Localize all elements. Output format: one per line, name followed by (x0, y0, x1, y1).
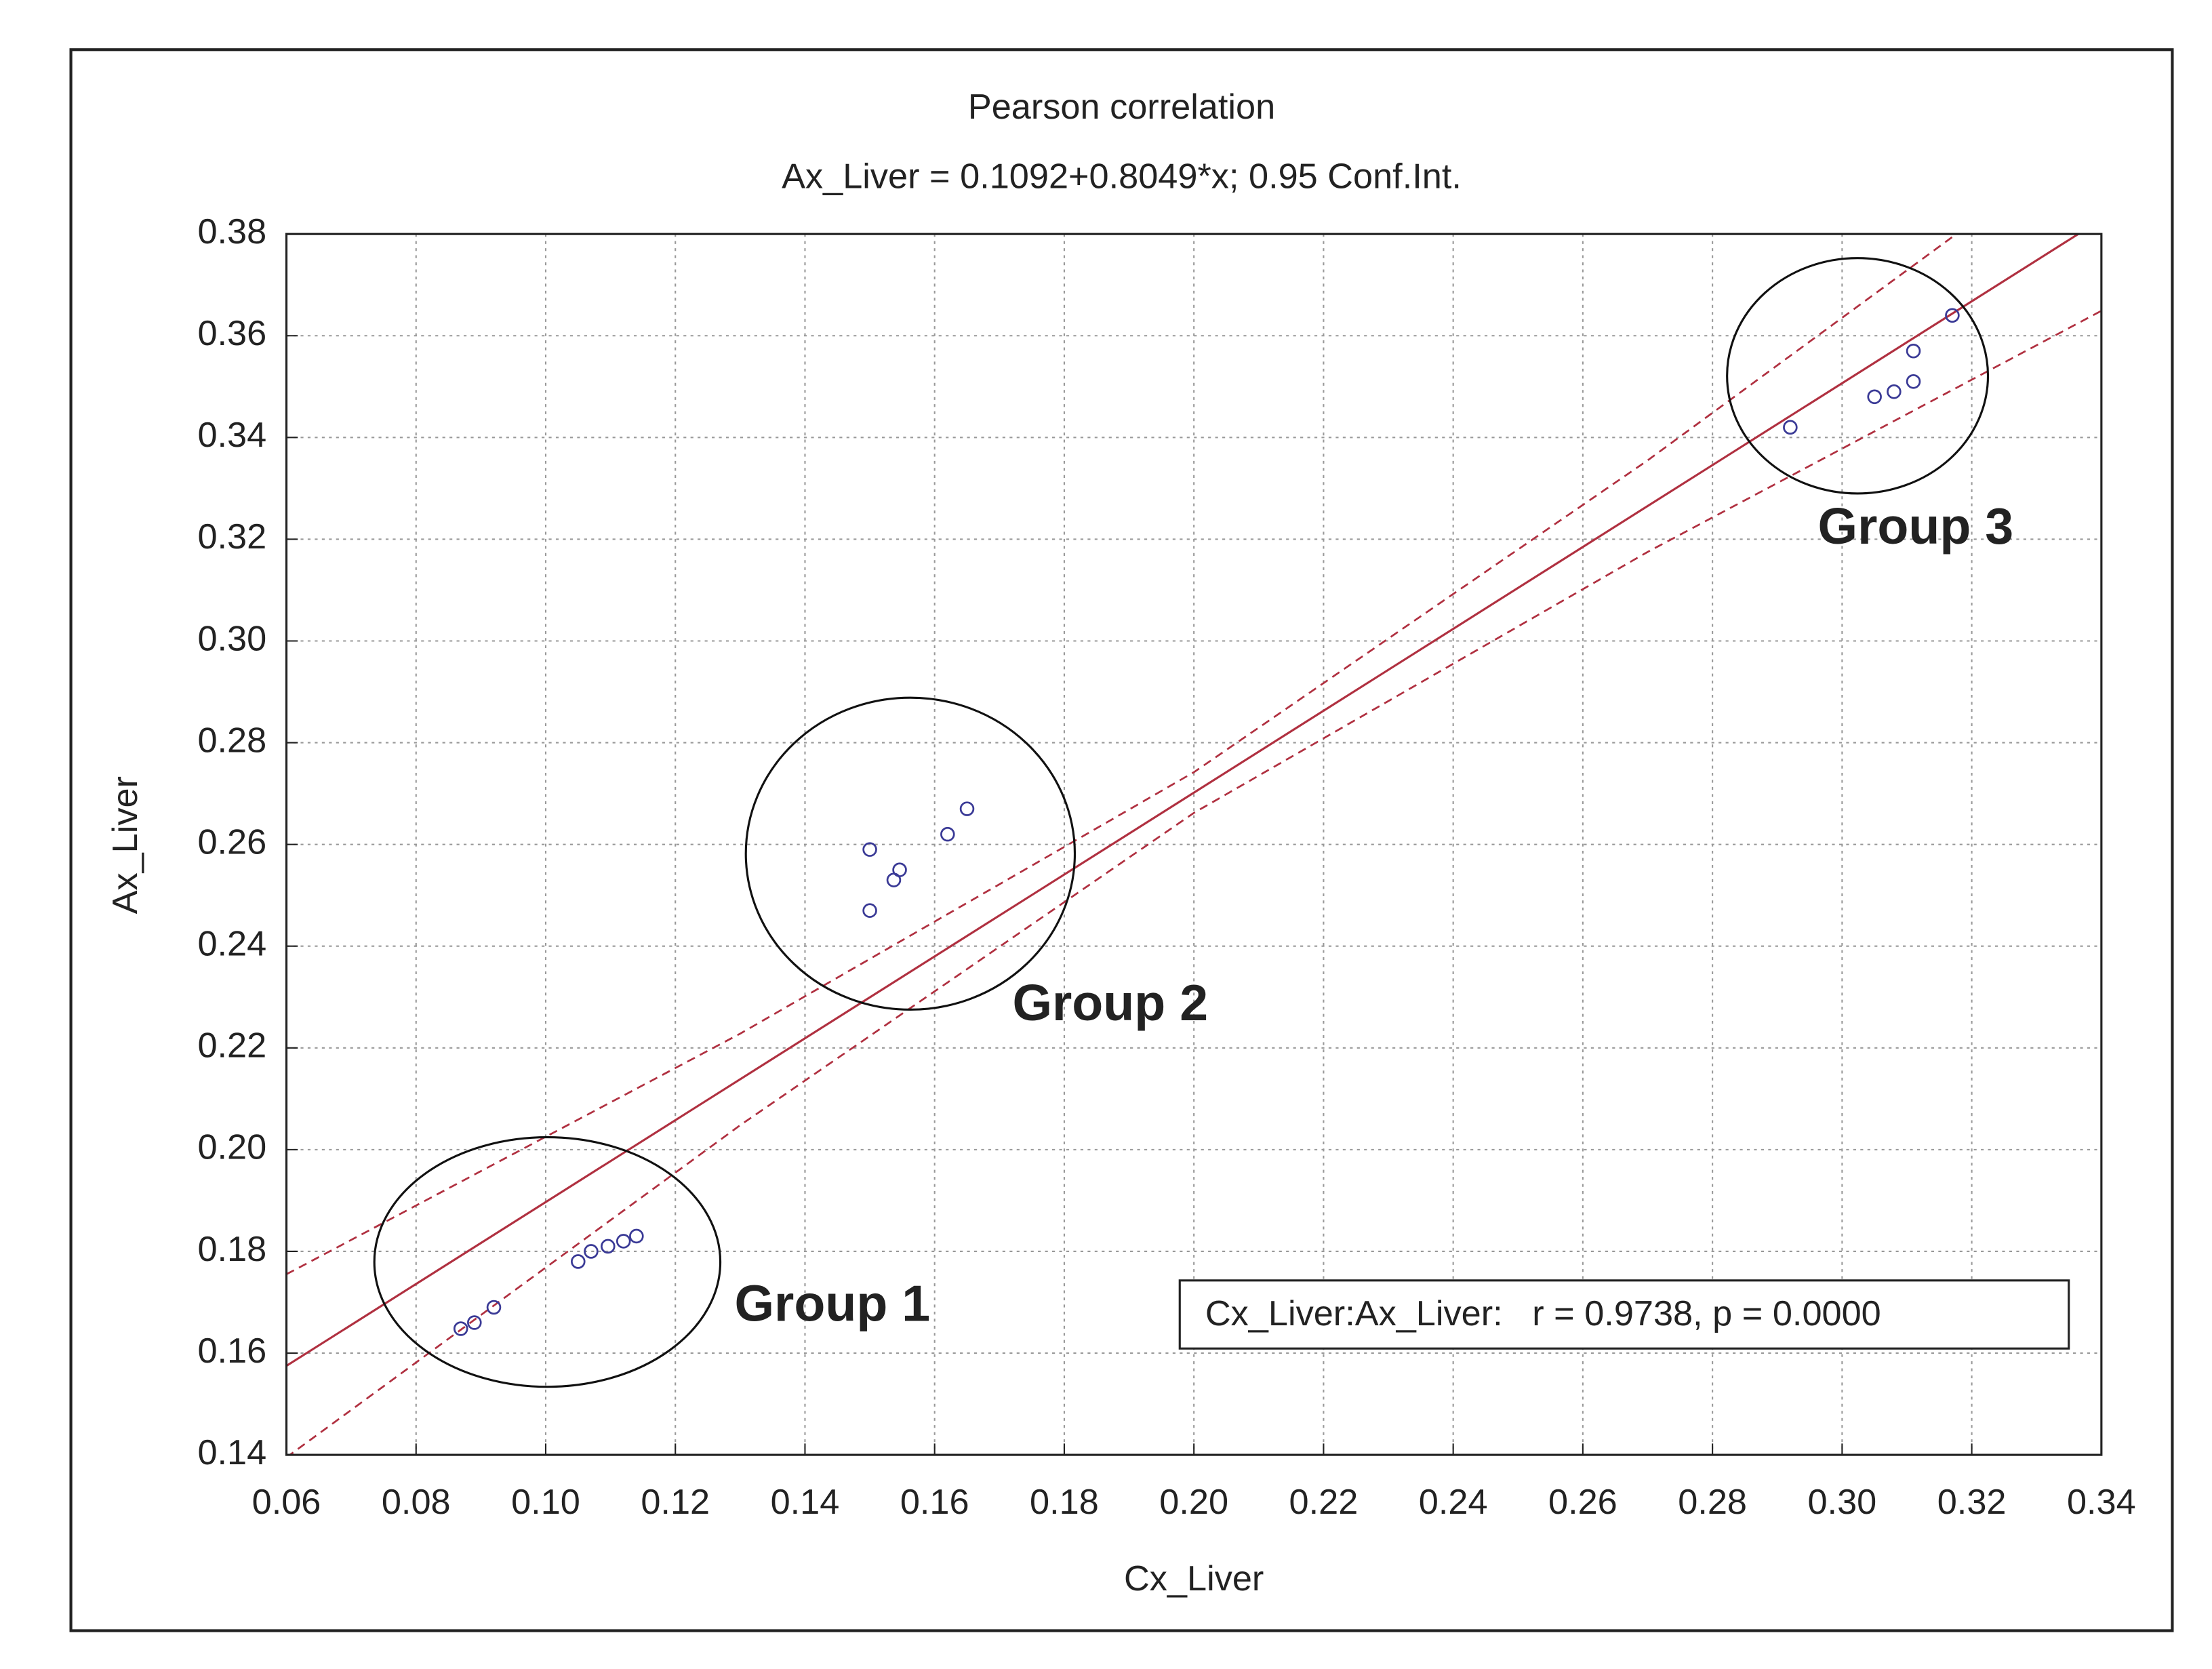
y-tick-label: 0.18 (197, 1230, 266, 1269)
confidence-line (286, 234, 1958, 1275)
x-tick-label: 0.12 (641, 1483, 710, 1522)
annotation: Group 1 (734, 1274, 930, 1331)
x-tick-label: 0.28 (1678, 1483, 1747, 1522)
x-tick-label: 0.06 (252, 1483, 321, 1522)
stats-box (1178, 1279, 2070, 1350)
data-point (629, 1228, 644, 1244)
y-tick-label: 0.28 (197, 721, 266, 760)
annotation: Group 3 (1818, 498, 2014, 555)
data-point (601, 1239, 616, 1254)
x-tick-label: 0.14 (771, 1483, 840, 1522)
stats-text: Cx_Liver:Ax_Liver: r = 0.9738, p = 0.000… (1205, 1294, 1881, 1333)
x-tick-label: 0.08 (382, 1483, 451, 1522)
y-tick-label: 0.38 (197, 212, 266, 252)
chart-title: Pearson correlation (968, 87, 1275, 127)
y-tick-label: 0.34 (197, 416, 266, 455)
annotation: Group 2 (1012, 974, 1208, 1031)
data-point (1867, 389, 1882, 405)
y-tick-label: 0.22 (197, 1026, 266, 1066)
x-axis-label: Cx_Liver (1124, 1559, 1264, 1598)
plot-area (286, 234, 2102, 1455)
x-tick-label: 0.26 (1548, 1483, 1617, 1522)
data-point (467, 1315, 482, 1330)
x-tick-label: 0.34 (2067, 1483, 2136, 1522)
data-point (571, 1254, 586, 1269)
chart-subtitle: Ax_Liver = 0.1092+0.8049*x; 0.95 Conf.In… (782, 157, 1462, 196)
x-tick-label: 0.10 (511, 1483, 580, 1522)
x-tick-label: 0.30 (1807, 1483, 1876, 1522)
x-tick-label: 0.24 (1419, 1483, 1488, 1522)
y-tick-label: 0.20 (197, 1128, 266, 1167)
y-tick-label: 0.26 (197, 822, 266, 862)
data-point (453, 1321, 468, 1336)
data-point (892, 862, 907, 877)
frame (69, 48, 2174, 1632)
x-tick-label: 0.22 (1289, 1483, 1359, 1522)
data-point (959, 801, 975, 816)
x-tick-label: 0.32 (1937, 1483, 2007, 1522)
y-tick-label: 0.36 (197, 314, 266, 353)
regression-line (286, 234, 2080, 1367)
data-point (862, 903, 877, 918)
data-point (616, 1234, 631, 1249)
data-point (584, 1244, 599, 1259)
y-tick-label: 0.32 (197, 517, 266, 557)
x-tick-label: 0.16 (900, 1483, 969, 1522)
y-tick-label: 0.30 (197, 619, 266, 658)
data-point (1906, 374, 1921, 389)
group-circle (744, 696, 1077, 1011)
y-tick-label: 0.16 (197, 1331, 266, 1371)
data-point (940, 826, 955, 842)
y-tick-label: 0.24 (197, 925, 266, 964)
data-point (1887, 384, 1902, 399)
data-point (486, 1300, 502, 1315)
confidence-line (288, 310, 2102, 1455)
group-circle (1726, 257, 1990, 495)
data-point (862, 842, 877, 857)
group-circle (373, 1136, 722, 1388)
x-tick-label: 0.18 (1030, 1483, 1099, 1522)
data-point (1945, 308, 1960, 323)
data-point (1906, 343, 1921, 359)
x-tick-label: 0.20 (1159, 1483, 1228, 1522)
data-point (1783, 420, 1798, 435)
y-tick-label: 0.14 (197, 1433, 266, 1472)
y-axis-label: Ax_Liver (106, 776, 145, 914)
